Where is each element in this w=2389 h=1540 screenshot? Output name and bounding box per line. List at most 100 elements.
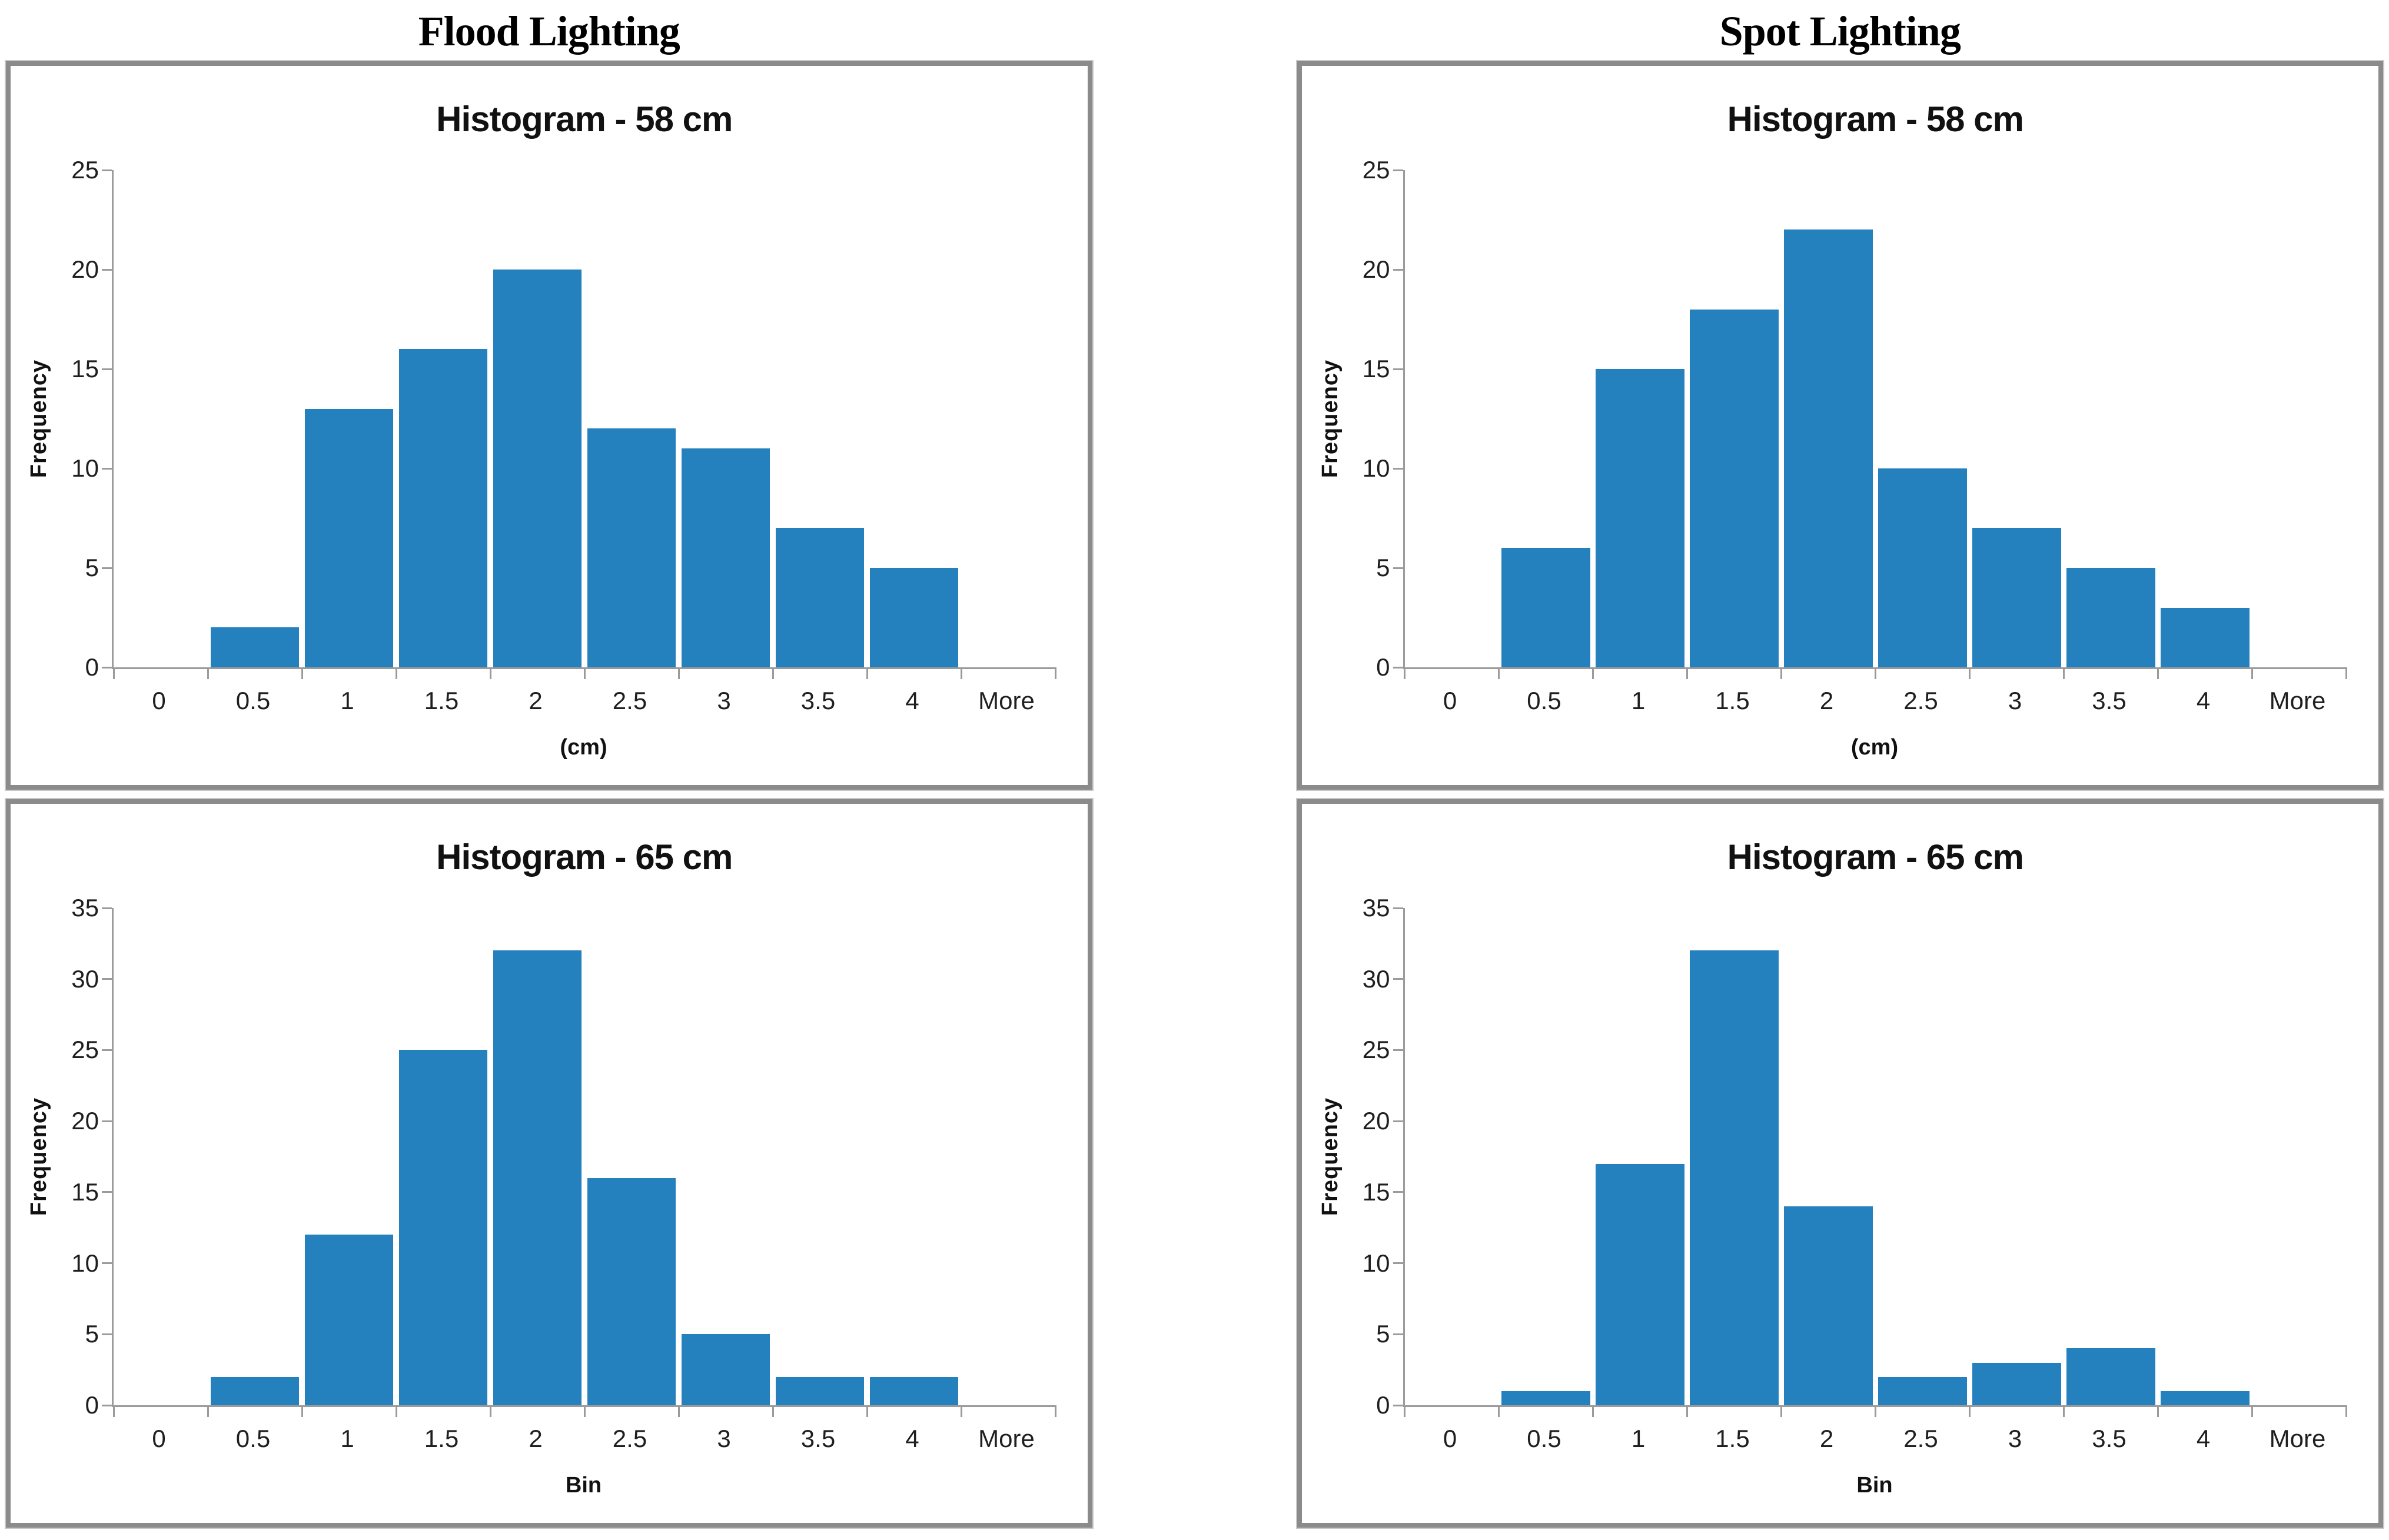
x-tick-mark: [866, 1405, 868, 1417]
x-category-label: More: [2269, 687, 2326, 714]
x-tick-mark: [1686, 667, 1688, 679]
x-category-label: 3.5: [2092, 687, 2126, 714]
x-tick-mark: [1404, 1405, 1406, 1417]
y-axis-title-wrap: Frequency: [1313, 908, 1349, 1405]
chart-grid: Histogram - 58 cm Frequency 0 5 10 15 20 25 0…: [5, 60, 2384, 1529]
x-tick-mark: [489, 667, 491, 679]
x-tick-mark: [2063, 667, 2065, 679]
x-tick-mark: [301, 667, 303, 679]
x-tick-mark: [301, 1405, 303, 1417]
x-tick-mark: [1498, 1405, 1500, 1417]
x-category-label: 1.5: [424, 687, 459, 714]
chart-body: Frequency 0 5 10 15 20 25 30 35 0 0.5 1 1.5 2 2.5 3 3.…: [11, 894, 1088, 1498]
y-tick-label: 10: [71, 454, 99, 482]
y-tick-label: 5: [1376, 1320, 1390, 1348]
x-category-label: 3.5: [800, 687, 836, 714]
y-tick-label: 0: [85, 1391, 99, 1419]
x-category-label: 4: [905, 687, 919, 714]
x-category-label: More: [978, 1425, 1035, 1452]
x-category-label: 2: [1819, 1425, 1834, 1452]
histogram-bar-3: [681, 448, 770, 667]
y-axis-tick-labels: 0 5 10 15 20 25: [58, 156, 112, 681]
y-tick-label: 30: [71, 964, 99, 993]
y-axis-title-wrap: Frequency: [21, 170, 58, 667]
histogram-bar-3: [1972, 1362, 2061, 1405]
x-tick-mark: [1780, 1405, 1782, 1417]
x-tick-mark: [112, 1405, 115, 1417]
y-tick-label: 30: [1362, 964, 1390, 993]
panel-flood-65cm: Histogram - 65 cm Frequency 0 5 10 15 20 25 30…: [5, 798, 1094, 1529]
y-tick-label: 15: [71, 1178, 99, 1206]
y-tick-mark: [102, 1333, 112, 1335]
histogram-bar-4: [869, 1376, 959, 1405]
x-axis-title: Bin: [1856, 1473, 1893, 1498]
y-tick-mark: [1393, 907, 1403, 909]
x-category-label: 2.5: [612, 687, 647, 714]
x-category-label: 2.5: [612, 1425, 647, 1452]
column-header-flood-lighting: Flood Lighting: [418, 8, 680, 55]
y-tick-label: 15: [1362, 355, 1390, 382]
y-tick-label: 35: [1362, 894, 1390, 922]
histogram-bar-3: [1972, 528, 2061, 667]
histogram-bar-3: [681, 1334, 770, 1405]
y-tick-label: 20: [1362, 255, 1390, 283]
y-tick-mark: [102, 1120, 112, 1122]
plot-column: 0 0.5 1 1.5 2 2.5 3 3.5 4 More (cm): [1393, 169, 2347, 760]
x-tick-mark: [1404, 667, 1406, 679]
histogram-bar-2: [1784, 1206, 1873, 1405]
x-category-label: 2.5: [1903, 1425, 1938, 1452]
x-category-label: 1.5: [424, 1425, 459, 1452]
histogram-bar-1.5: [1690, 309, 1779, 667]
y-tick-mark: [1393, 1191, 1403, 1193]
x-tick-mark: [207, 1405, 209, 1417]
x-axis-tick-labels: 0 0.5 1 1.5 2 2.5 3 3.5 4 More: [112, 1425, 1055, 1453]
y-tick-label: 20: [1362, 1107, 1390, 1135]
x-tick-mark: [960, 667, 962, 679]
x-category-label: 4: [905, 1425, 919, 1452]
y-tick-label: 15: [71, 355, 99, 382]
y-tick-mark: [1393, 1404, 1403, 1406]
x-tick-mark: [677, 667, 680, 679]
histogram-bar-1: [304, 408, 394, 667]
y-tick-label: 35: [71, 894, 99, 922]
histogram-bar-4: [2161, 1391, 2250, 1405]
x-category-label: 0: [1443, 687, 1457, 714]
x-category-label: 1: [340, 1425, 354, 1452]
x-category-label: 2: [1819, 687, 1834, 714]
y-axis-title: Frequency: [26, 1097, 52, 1216]
plot-column: 0 0.5 1 1.5 2 2.5 3 3.5 4 More Bin: [102, 907, 1056, 1498]
x-tick-mark: [112, 667, 115, 679]
panel-flood-58cm: Histogram - 58 cm Frequency 0 5 10 15 20 25 0…: [5, 60, 1094, 791]
x-tick-mark: [1592, 1405, 1594, 1417]
histogram-bar-4: [869, 568, 959, 667]
chart-body: Frequency 0 5 10 15 20 25 30 35 0 0.5 1 1.5 2 2.5 3 3.…: [1302, 894, 2379, 1498]
histogram-bar-2.5: [1878, 468, 1967, 667]
plot-area: [102, 169, 1056, 679]
y-axis-tick-labels: 0 5 10 15 20 25 30 35: [58, 894, 112, 1419]
x-tick-mark: [2157, 667, 2159, 679]
x-tick-mark: [207, 667, 209, 679]
y-tick-mark: [102, 1049, 112, 1051]
y-tick-mark: [1393, 368, 1403, 370]
y-tick-mark: [102, 978, 112, 980]
y-tick-label: 0: [85, 653, 99, 681]
y-tick-mark: [1393, 1120, 1403, 1122]
histogram-bar-1: [1596, 1163, 1684, 1405]
y-tick-label: 0: [1376, 1391, 1390, 1419]
y-tick-mark: [1393, 467, 1403, 470]
x-tick-mark: [1875, 667, 1876, 679]
column-headers: Flood Lighting Spot Lighting: [6, 5, 2383, 61]
y-tick-label: 5: [85, 1320, 99, 1348]
y-axis-title-wrap: Frequency: [21, 908, 58, 1405]
y-tick-label: 10: [1362, 1249, 1390, 1277]
y-tick-label: 5: [85, 554, 99, 581]
histogram-bar-2.5: [587, 428, 676, 667]
x-tick-mark: [2345, 667, 2347, 679]
histogram-bar-0.5: [210, 1376, 300, 1405]
y-tick-label: 25: [1362, 1036, 1390, 1064]
x-axis-title: Bin: [565, 1473, 602, 1498]
chart-title: Histogram - 58 cm: [436, 99, 733, 139]
y-tick-mark: [102, 268, 112, 271]
histogram-bar-3.5: [2066, 568, 2155, 667]
plot-area: [1393, 169, 2347, 679]
